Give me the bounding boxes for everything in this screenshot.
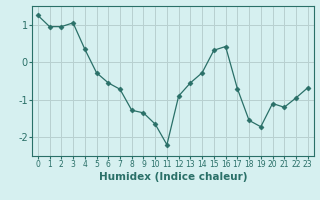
- X-axis label: Humidex (Indice chaleur): Humidex (Indice chaleur): [99, 172, 247, 182]
